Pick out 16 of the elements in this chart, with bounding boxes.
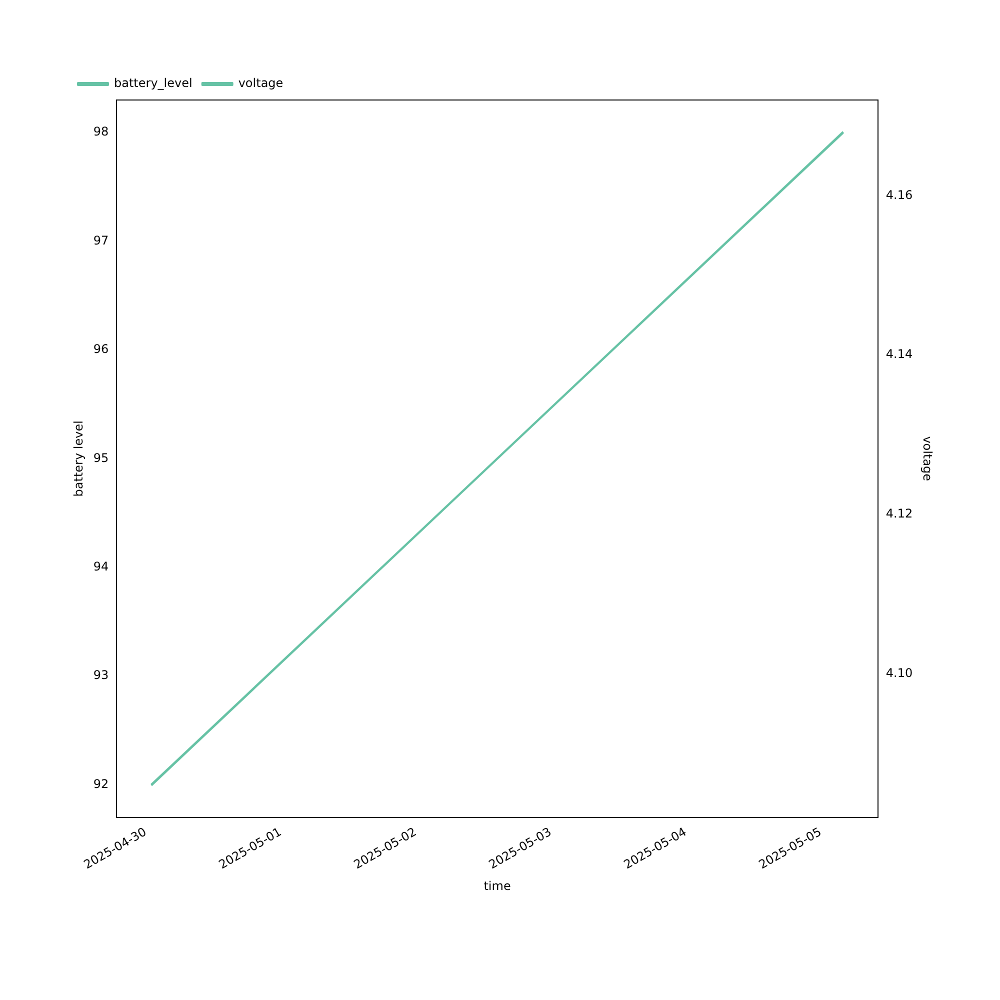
legend-label: battery_level <box>114 76 192 90</box>
y2-tick-label: 4.14 <box>886 347 913 362</box>
y2-tick-label: 4.16 <box>886 188 913 202</box>
y-tick-label: 96 <box>93 342 109 356</box>
y-tick-label: 95 <box>93 450 109 465</box>
y-tick-label: 92 <box>93 776 109 791</box>
y2-tick-label: 4.12 <box>886 506 913 521</box>
y-tick-label: 93 <box>93 668 109 682</box>
x-axis-title: time <box>484 878 511 893</box>
y2-tick-label: 4.10 <box>886 666 913 680</box>
y2-axis-title: voltage <box>920 436 935 482</box>
legend-label: voltage <box>238 76 284 90</box>
y-axis-title: battery level <box>71 420 86 497</box>
y-tick-label: 98 <box>93 124 109 139</box>
y-tick-label: 97 <box>93 233 109 248</box>
y-tick-label: 94 <box>93 559 109 574</box>
